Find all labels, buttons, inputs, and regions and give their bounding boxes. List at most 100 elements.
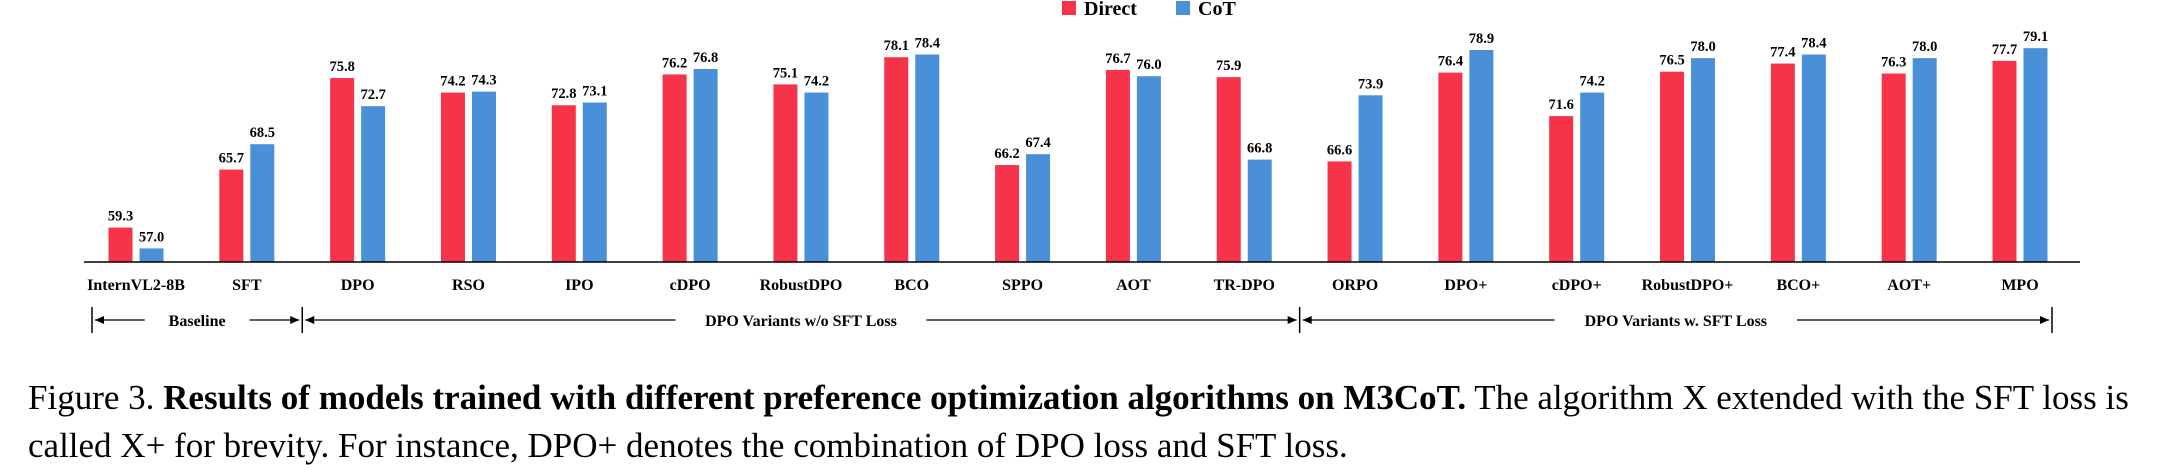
bar-direct (1992, 60, 2017, 262)
bar-direct (219, 169, 244, 262)
x-tick-label: TR-DPO (1214, 277, 1275, 294)
value-label-cot: 73.9 (1358, 76, 1383, 92)
bar-direct (440, 92, 465, 262)
bar-direct (1438, 72, 1463, 262)
bar-direct (1770, 63, 1795, 262)
value-label-cot: 66.8 (1247, 141, 1272, 157)
value-label-cot: 78.4 (915, 35, 940, 51)
value-label-cot: 72.7 (360, 87, 385, 103)
value-label-cot: 78.4 (1801, 35, 1826, 51)
legend: Direct CoT (1062, 0, 1236, 20)
bar-cot (915, 54, 940, 263)
value-label-cot: 76.0 (1136, 57, 1161, 73)
bar-cot (2023, 48, 2048, 262)
legend-swatch-direct (1062, 1, 1076, 15)
x-tick-label: DPO+ (1444, 277, 1487, 294)
x-tick-label: MPO (2001, 277, 2038, 294)
bar-cot (1801, 54, 1826, 263)
x-tick-label: AOT (1116, 277, 1151, 294)
bar-cot (1469, 49, 1494, 262)
value-label-direct: 75.8 (329, 59, 354, 75)
group-brackets: Baseline DPO Variants w/o SFT Loss DPO Var… (91, 307, 2053, 333)
value-label-direct: 76.5 (1659, 53, 1684, 69)
bar-cot (1247, 159, 1272, 262)
x-tick-label: AOT+ (1887, 277, 1931, 294)
bar-direct (884, 57, 909, 263)
value-label-cot: 78.9 (1469, 31, 1494, 47)
bar-direct (1660, 71, 1685, 262)
value-label-direct: 71.6 (1549, 97, 1574, 113)
bar-cot (471, 91, 496, 262)
group-arrowhead (95, 316, 104, 324)
value-label-cot: 76.8 (693, 50, 718, 66)
bars (108, 48, 2048, 263)
legend-swatch-cot (1176, 1, 1190, 15)
x-tick-label: SPPO (1002, 277, 1043, 294)
x-tick-label: RobustDPO (760, 277, 843, 294)
bar-direct (773, 84, 798, 263)
value-label-direct: 66.2 (994, 146, 1019, 162)
x-tick-label: SFT (232, 277, 262, 294)
bar-direct (108, 227, 133, 262)
value-label-cot: 67.4 (1025, 135, 1050, 151)
group-label: Baseline (169, 313, 226, 330)
bar-direct (1105, 69, 1130, 262)
bar-cot (582, 102, 607, 262)
value-label-cot: 74.2 (1580, 74, 1605, 90)
x-tick-label: DPO (341, 277, 375, 294)
value-label-cot: 74.2 (804, 74, 829, 90)
value-label-direct: 78.1 (884, 38, 909, 54)
bar-cot (1136, 76, 1161, 262)
x-tick-label: RSO (452, 277, 485, 294)
value-label-direct: 75.1 (773, 65, 798, 81)
group-label: DPO Variants w/o SFT Loss (705, 313, 897, 330)
x-tick-label: InternVL2-8B (87, 277, 185, 294)
value-label-cot: 74.3 (471, 73, 496, 89)
value-label-cot: 78.0 (1690, 39, 1715, 55)
value-label-cot: 68.5 (250, 125, 275, 141)
x-tick-label: RobustDPO+ (1642, 277, 1734, 294)
caption-bold: Results of models trained with different… (163, 378, 1467, 417)
value-label-direct: 72.8 (551, 86, 576, 102)
group-arrowhead (305, 316, 315, 324)
bar-cot (250, 144, 275, 262)
value-label-direct: 76.2 (662, 55, 687, 71)
value-label-direct: 74.2 (440, 74, 465, 90)
value-label-direct: 65.7 (219, 151, 244, 167)
group-arrowhead (290, 316, 300, 324)
bar-direct (1549, 116, 1574, 262)
legend-label-direct: Direct (1084, 0, 1137, 20)
value-label-cot: 73.1 (582, 84, 607, 100)
value-label-direct: 75.9 (1216, 58, 1241, 74)
value-label-direct: 76.7 (1105, 51, 1130, 67)
bar-cot (804, 92, 829, 262)
group-arrowhead (2040, 316, 2049, 324)
bar-cot (361, 106, 386, 262)
bar-cot (1026, 154, 1051, 262)
value-label-direct: 77.7 (1992, 42, 2017, 58)
bar-cot (139, 248, 164, 262)
bar-cot (1912, 58, 1937, 262)
bar-direct (995, 165, 1020, 262)
bar-chart: Direct CoT 59.3 57.0 65.7 68.5 75.8 72.7 74.2 74… (84, 0, 2080, 333)
value-label-cot: 78.0 (1912, 39, 1937, 55)
legend-label-cot: CoT (1198, 0, 1236, 20)
group-arrowhead (1302, 316, 1312, 324)
x-tick-label: IPO (565, 277, 593, 294)
bar-cot (1580, 92, 1605, 262)
bar-direct (1327, 161, 1352, 262)
caption-rest: The algorithm X extended with the SFT lo… (28, 378, 2129, 465)
bar-direct (551, 105, 576, 262)
x-tick-label: ORPO (1332, 277, 1378, 294)
x-tick-label: cDPO+ (1552, 277, 1602, 294)
bar-cot (1358, 95, 1383, 262)
value-label-direct: 59.3 (108, 209, 133, 225)
figure-caption: Figure 3. Results of models trained with… (28, 374, 2138, 470)
value-label-direct: 76.4 (1438, 54, 1463, 70)
bar-direct (330, 78, 355, 262)
value-label-cot: 79.1 (2023, 29, 2048, 45)
bar-cot (693, 68, 718, 263)
bar-direct (1881, 73, 1906, 263)
value-label-cot: 57.0 (139, 229, 164, 245)
group-label: DPO Variants w. SFT Loss (1585, 313, 1767, 330)
